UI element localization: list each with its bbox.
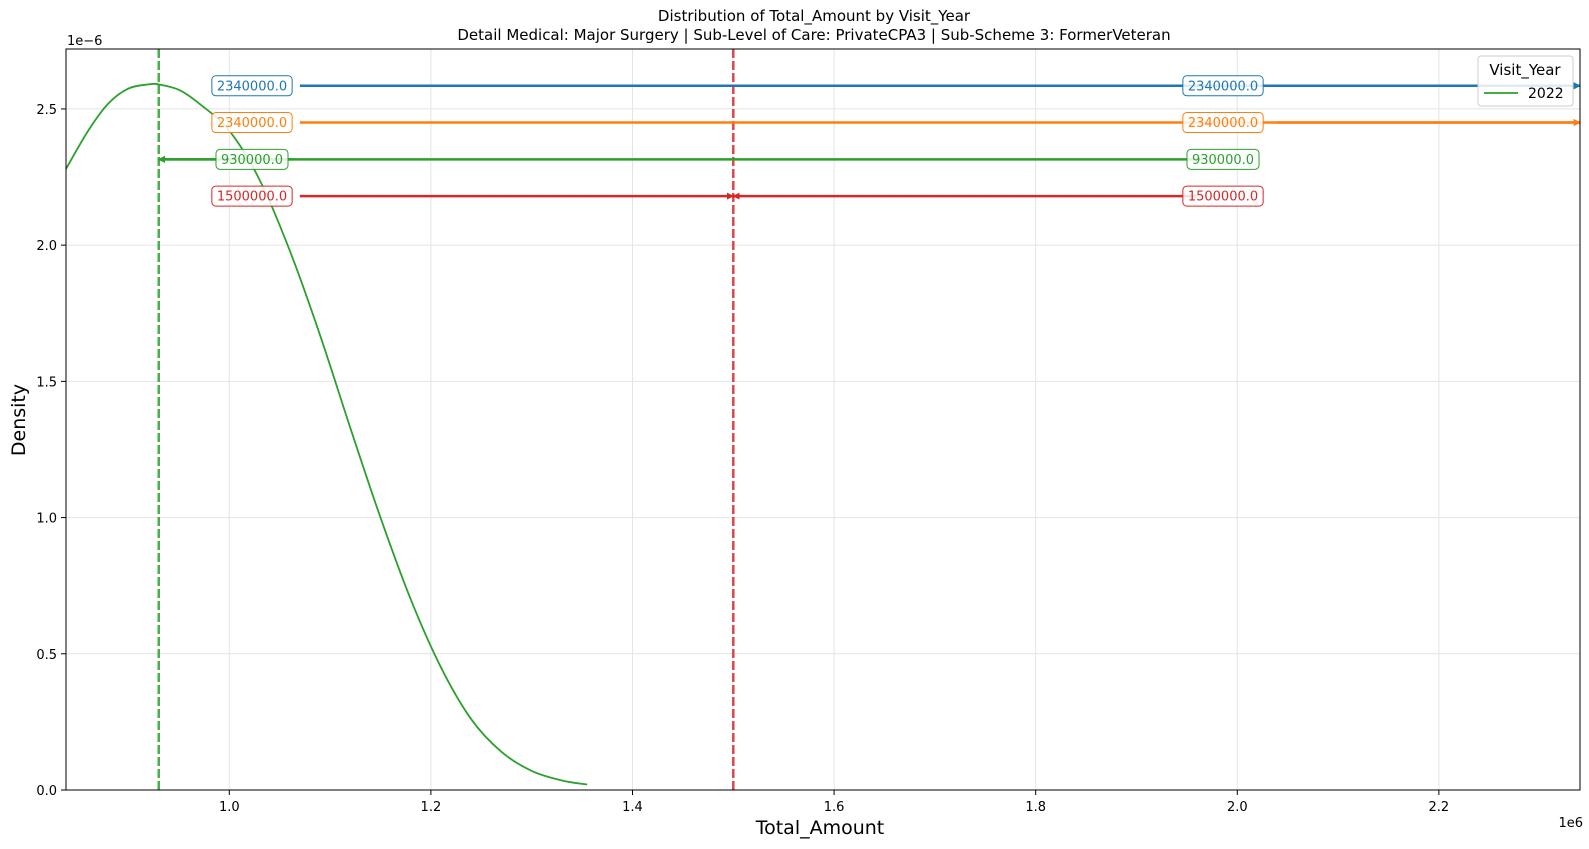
x-tick-label: 1.6: [824, 800, 845, 815]
annotation-label: 930000.0: [1186, 148, 1260, 170]
legend-title: Visit_Year: [1489, 61, 1561, 80]
annotation-label-text: 2340000.0: [1188, 116, 1258, 131]
y-tick-label: 1.0: [36, 512, 57, 527]
chart-subtitle: Detail Medical: Major Surgery | Sub-Leve…: [457, 26, 1170, 44]
y-tick-label: 2.5: [36, 103, 57, 118]
x-tick-label: 1.0: [219, 800, 240, 815]
y-tick-label: 2.0: [36, 239, 57, 254]
y-tick-label: 0.0: [36, 784, 57, 799]
y-tick-label: 0.5: [36, 648, 57, 663]
legend: Visit_Year 2022: [1477, 55, 1574, 107]
x-axis-offset-label: 1e6: [1558, 816, 1583, 831]
annotation-label-box: [1186, 148, 1260, 170]
y-tick-label: 1.5: [36, 375, 57, 390]
x-tick-label: 1.2: [421, 800, 442, 815]
annotation-label-text: 2340000.0: [217, 79, 287, 94]
annotation-label-box: [1182, 75, 1264, 97]
annotation-label: 1500000.0: [211, 185, 293, 207]
annotation-label-text: 930000.0: [1192, 153, 1254, 168]
chart-title: Distribution of Total_Amount by Visit_Ye…: [658, 7, 971, 26]
y-axis-title: Density: [8, 384, 30, 456]
series-line-2022: [66, 82, 588, 786]
annotation-label-box: [1182, 185, 1264, 207]
x-tick-label: 1.8: [1025, 800, 1046, 815]
axes-frame: [65, 48, 1581, 791]
x-axis-title: Total_Amount: [755, 817, 885, 839]
annotation-label: 2340000.0: [211, 75, 293, 97]
annotation-label-text: 930000.0: [221, 153, 283, 168]
x-tick-label: 2.2: [1429, 800, 1450, 815]
legend-entry-label: 2022: [1528, 86, 1564, 102]
annotation-label-box: [1182, 112, 1264, 134]
plot-area: 2340000.0 2340000.0 2340000.0 2340000.0 9300…: [36, 48, 1581, 815]
annotation-label-box: [211, 112, 293, 134]
annotation-label-box: [215, 148, 289, 170]
annotation-label: 2340000.0: [1182, 112, 1264, 134]
annotation-label-box: [211, 185, 293, 207]
annotation-label: 2340000.0: [211, 112, 293, 134]
annotation-label: 930000.0: [215, 148, 289, 170]
annotation-label: 1500000.0: [1182, 185, 1264, 207]
annotation-label-text: 1500000.0: [217, 190, 287, 205]
x-tick-label: 1.4: [622, 800, 643, 815]
y-axis-offset-label: 1e−6: [67, 34, 102, 49]
annotation-label-text: 2340000.0: [1188, 79, 1258, 94]
x-tick-label: 2.0: [1227, 800, 1248, 815]
annotation-label-box: [211, 75, 293, 97]
annotation-label-text: 1500000.0: [1188, 190, 1258, 205]
annotation-label: 2340000.0: [1182, 75, 1264, 97]
annotation-label-text: 2340000.0: [217, 116, 287, 131]
